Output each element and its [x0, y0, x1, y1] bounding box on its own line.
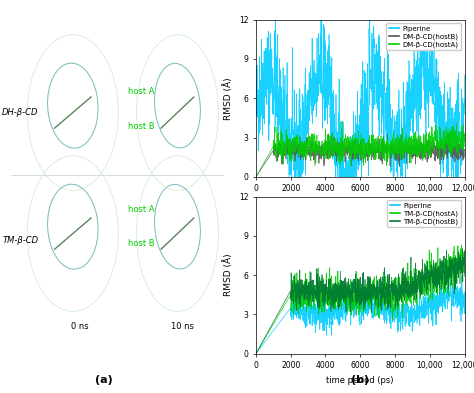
- Text: DH-β-CD: DH-β-CD: [2, 108, 39, 117]
- Legend: Piperine, DM-β-CD(hostB), DM-β-CD(hostA): Piperine, DM-β-CD(hostB), DM-β-CD(hostA): [386, 23, 461, 50]
- Text: (b): (b): [351, 375, 369, 385]
- Text: host B: host B: [128, 122, 155, 131]
- Y-axis label: RMSD (Å): RMSD (Å): [223, 254, 233, 296]
- X-axis label: time period (ps): time period (ps): [327, 199, 394, 208]
- Text: host A: host A: [128, 205, 155, 214]
- Text: host B: host B: [128, 239, 155, 248]
- Y-axis label: RMSD (Å): RMSD (Å): [223, 77, 233, 119]
- Legend: Piperine, TM-β-CD(hostA), TM-β-CD(hostB): Piperine, TM-β-CD(hostA), TM-β-CD(hostB): [387, 200, 461, 227]
- Text: host A: host A: [128, 87, 155, 96]
- Text: TM-β-CD: TM-β-CD: [2, 236, 38, 245]
- Text: 10 ns: 10 ns: [171, 323, 193, 331]
- Text: 0 ns: 0 ns: [71, 323, 89, 331]
- Text: (a): (a): [95, 375, 113, 385]
- X-axis label: time period (ps): time period (ps): [327, 376, 394, 385]
